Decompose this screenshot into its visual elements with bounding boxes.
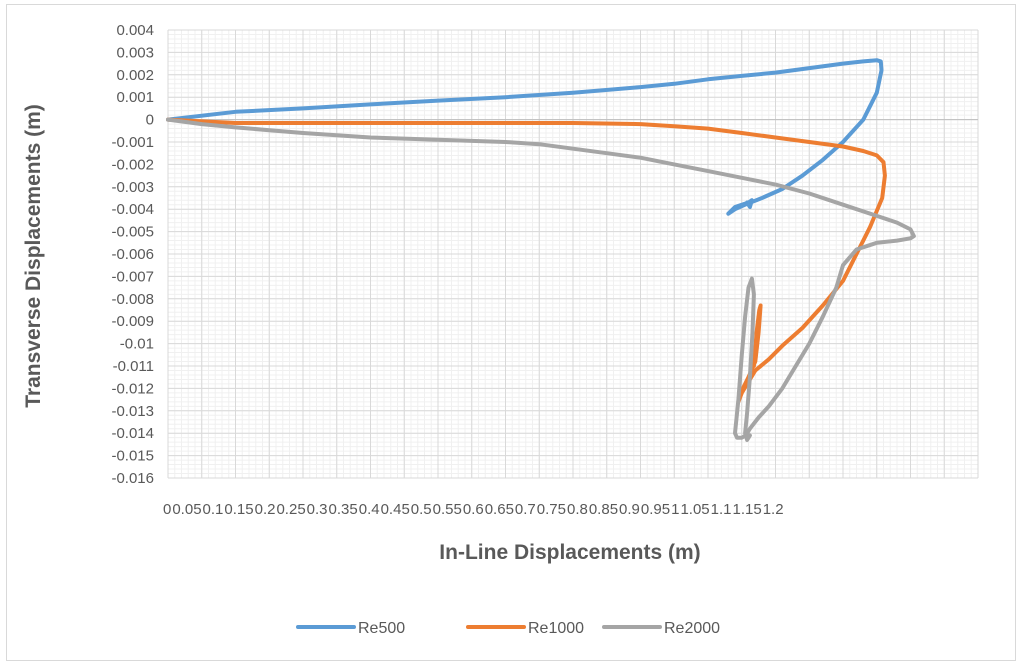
y-tick-label: -0.014 [111, 425, 154, 442]
x-tick-label: 0.5 [411, 501, 432, 518]
y-tick-label: -0.001 [111, 134, 154, 151]
y-tick-label: 0.001 [116, 89, 154, 106]
x-tick-label: 0.65 [485, 501, 514, 518]
y-tick-label: 0.002 [116, 67, 154, 84]
y-tick-label: 0 [146, 112, 154, 129]
series-line-Re500 [166, 58, 884, 216]
y-tick-label: -0.013 [111, 403, 154, 420]
x-tick-label: 0.55 [433, 501, 462, 518]
major-gridlines [167, 29, 979, 479]
x-tick-label: 0.35 [329, 501, 358, 518]
x-axis-title: In-Line Displacements (m) [439, 541, 700, 564]
x-tick-label: 0.85 [589, 501, 618, 518]
x-tick-labels: 0 0.05 0.1 0.15 0.2 0.25 0.3 0.35 0.4 0.45 0.5 0.55… [163, 501, 784, 518]
y-tick-label: -0.011 [113, 358, 154, 375]
x-tick-label: 0.15 [224, 501, 253, 518]
x-tick-label: 0.05 [172, 501, 201, 518]
x-tick-label: 1.05 [680, 501, 709, 518]
y-tick-label: -0.005 [111, 224, 154, 241]
y-tick-label: -0.01 [120, 336, 154, 353]
legend-label-Re1000: Re1000 [528, 620, 584, 637]
x-tick-label: 0.75 [537, 501, 566, 518]
x-tick-label: 1.1 [711, 501, 732, 518]
x-tick-label: 0.4 [359, 501, 380, 518]
x-tick-label: 0.6 [463, 501, 484, 518]
y-tick-label: 0.004 [116, 22, 154, 39]
y-tick-label: 0.003 [116, 44, 154, 61]
x-tick-label: 0 [163, 501, 171, 518]
y-tick-label: -0.004 [111, 201, 154, 218]
x-tick-label: 0.7 [515, 501, 536, 518]
series-layer [166, 58, 916, 442]
y-tick-label: -0.008 [111, 291, 154, 308]
x-tick-label: 1 [671, 501, 679, 518]
y-tick-label: -0.006 [111, 246, 154, 263]
series-line-Re2000 [166, 117, 916, 442]
y-tick-label: -0.007 [111, 268, 154, 285]
x-tick-label: 0.3 [307, 501, 328, 518]
legend-label-Re2000: Re2000 [664, 620, 720, 637]
x-tick-label: 0.45 [381, 501, 410, 518]
legend: Re500 Re1000 Re2000 [296, 620, 720, 637]
y-tick-label: -0.003 [111, 179, 154, 196]
y-axis-title: Transverse Displacements (m) [22, 104, 45, 407]
y-tick-label: -0.012 [111, 380, 154, 397]
x-tick-label: 0.2 [255, 501, 276, 518]
y-tick-label: -0.015 [111, 448, 154, 465]
y-tick-label: -0.016 [111, 470, 154, 487]
series-line-Re1000 [166, 117, 887, 404]
x-tick-label: 0.25 [276, 501, 305, 518]
legend-label-Re500: Re500 [358, 620, 405, 637]
x-tick-label: 1.15 [733, 501, 762, 518]
x-tick-label: 0.95 [641, 501, 670, 518]
x-tick-label: 0.1 [203, 501, 224, 518]
x-tick-label: 1.2 [763, 501, 784, 518]
x-tick-label: 0.9 [619, 501, 640, 518]
y-tick-label: -0.002 [111, 156, 154, 173]
y-tick-label: -0.009 [111, 313, 154, 330]
x-tick-label: 0.8 [567, 501, 588, 518]
y-tick-labels: 0.004 0.003 0.002 0.001 0 -0.001 -0.002 -0.003 -… [111, 22, 154, 487]
